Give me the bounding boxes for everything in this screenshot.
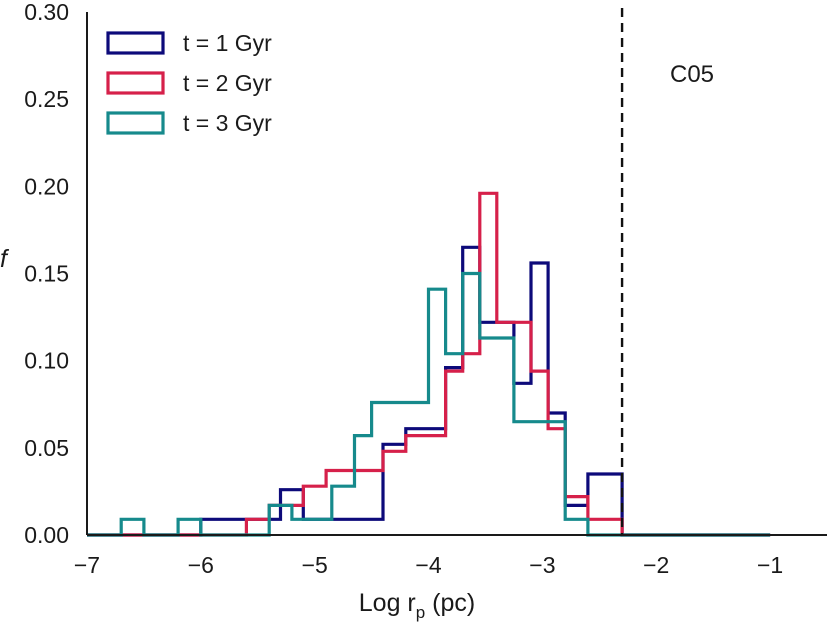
legend: t = 1 Gyr t = 2 Gyr t = 3 Gyr (106, 30, 272, 136)
y-tick-label: 0.00 (24, 522, 69, 548)
plot-series-group (87, 191, 771, 537)
c05-marker: C05 (620, 8, 714, 535)
x-tick-label: −1 (757, 552, 783, 578)
y-tick-label: 0.20 (24, 173, 69, 199)
y-ticks: 0.00 0.05 0.10 0.15 0.20 0.25 0.30 (24, 0, 69, 548)
y-tick-label: 0.05 (24, 435, 69, 461)
x-axis-label-subscript: p (416, 603, 425, 622)
y-tick-label: 0.15 (24, 261, 69, 287)
x-axis-label-unit: (pc) (425, 589, 475, 617)
legend-swatch (106, 111, 165, 135)
y-axis-label: f (0, 245, 10, 273)
legend-label: t = 2 Gyr (183, 70, 272, 96)
legend-swatch (106, 31, 165, 55)
x-tick-label: −2 (643, 552, 669, 578)
x-axis-label-main: Log r (359, 589, 416, 617)
series-step-3 (87, 271, 771, 537)
y-tick-label: 0.10 (24, 348, 69, 374)
y-tick-label: 0.25 (24, 86, 69, 112)
legend-label: t = 3 Gyr (183, 110, 272, 136)
x-tick-label: −4 (415, 552, 441, 578)
x-tick-label: −3 (529, 552, 555, 578)
c05-label: C05 (670, 61, 714, 88)
x-tick-label: −6 (188, 552, 214, 578)
legend-swatch (106, 71, 165, 95)
y-tick-label: 0.30 (24, 0, 69, 25)
x-ticks: −7 −6 −5 −4 −3 −2 −1 (74, 552, 783, 578)
x-tick-label: −7 (74, 552, 100, 578)
x-axis-label: Log rp (pc) (359, 589, 475, 622)
x-tick-label: −5 (302, 552, 328, 578)
legend-label: t = 1 Gyr (183, 30, 272, 56)
